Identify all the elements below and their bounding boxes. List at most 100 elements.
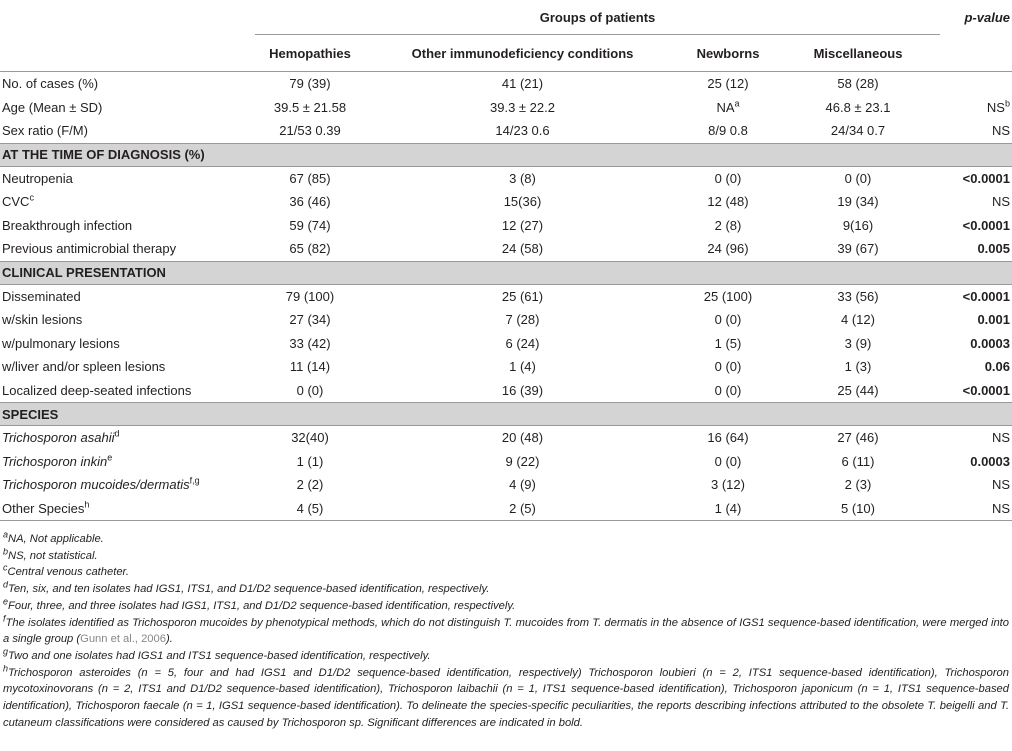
cell-text: 20 (48) — [501, 430, 544, 446]
cell-text: 16 (64) — [707, 430, 749, 446]
cell: 8/9 0.8 — [680, 119, 776, 143]
label-text: Age (Mean ± SD) — [2, 99, 103, 115]
cell: 24/34 0.7 — [776, 119, 940, 143]
cell-text: 0.0003 — [970, 335, 1010, 351]
cell-text: 0.06 — [984, 359, 1010, 375]
row-label: Trichosporon asahiid — [0, 426, 255, 450]
data-row: Trichosporon inkine 1 (1) 9 (22) 0 (0) 6 (11… — [0, 450, 1012, 474]
column-header: Other immunodeficiency conditions — [365, 34, 680, 72]
cell: 3 (9) — [776, 332, 940, 356]
label-text: w/skin lesions — [2, 312, 83, 328]
footnote: hTrichosporon asteroides (n = 5, four an… — [3, 662, 1009, 732]
label-text: Neutropenia — [2, 170, 73, 186]
label-text: Sex ratio (F/M) — [2, 123, 88, 139]
cell: 39.5 ± 21.58 — [255, 96, 365, 120]
column-header: Newborns — [680, 34, 776, 72]
cell-text: 25 (100) — [703, 288, 753, 304]
cell: 46.8 ± 23.1 — [776, 96, 940, 120]
section-row: AT THE TIME OF DIAGNOSIS (%) — [0, 142, 1012, 167]
pvalue-header: p-value — [964, 9, 1010, 25]
cell: 0 (0) — [255, 379, 365, 403]
cell: 1 (3) — [776, 355, 940, 379]
cell: 59 (74) — [255, 214, 365, 238]
row-label: No. of cases (%) — [0, 72, 255, 96]
cell: 25 (12) — [680, 72, 776, 96]
cell: NAa — [680, 96, 776, 120]
label-text: Trichosporon asahii — [2, 430, 115, 446]
cell-text: 7 (28) — [505, 312, 540, 328]
cell: 16 (64) — [680, 426, 776, 450]
label-text: Trichosporon inkin — [2, 453, 108, 469]
cell: 25 (100) — [680, 284, 776, 308]
p-value: NS — [940, 119, 1012, 143]
cell-text: 2 (3) — [844, 477, 872, 493]
cell-text: 39.3 ± 22.2 — [490, 99, 555, 115]
footnote-text: NS, not statistical. — [8, 549, 98, 562]
cell-text: 1 (5) — [714, 335, 742, 351]
footnote-text: Trichosporon asteroides (n = 5, four and… — [3, 666, 1009, 729]
row-label: Trichosporon inkine — [0, 450, 255, 474]
footnote-mark: h — [3, 662, 9, 673]
data-row: CVCc 36 (46) 15(36) 12 (48) 19 (34) NS — [0, 190, 1012, 214]
p-value — [940, 72, 1012, 96]
cell-text: <0.0001 — [962, 288, 1010, 304]
cell: 25 (44) — [776, 379, 940, 403]
cell: 27 (46) — [776, 426, 940, 450]
blank — [0, 34, 255, 72]
footnote: fThe isolates identified as Trichosporon… — [3, 612, 1009, 648]
cell: 9 (22) — [365, 450, 680, 474]
label-text: CVC — [2, 194, 30, 210]
cell-text: NS — [991, 477, 1010, 493]
p-value: 0.0003 — [940, 332, 1012, 356]
cell-text: 0 (0) — [714, 382, 742, 398]
data-row: w/skin lesions 27 (34) 7 (28) 0 (0) 4 (12) 0.… — [0, 308, 1012, 332]
cell: 4 (5) — [255, 496, 365, 521]
p-value: NS — [940, 426, 1012, 450]
cell-text: 8/9 0.8 — [708, 123, 748, 139]
cell: 24 (58) — [365, 237, 680, 261]
footnote-text: NA, Not applicable. — [8, 533, 104, 545]
cell: 4 (12) — [776, 308, 940, 332]
cell-text: 4 (5) — [296, 500, 324, 516]
superscript: h — [84, 499, 90, 510]
superscript: a — [734, 98, 740, 109]
cell-text: 1 (3) — [844, 359, 872, 375]
cell-text: 9(16) — [842, 217, 874, 233]
footnote-text: Two and one isolates had IGS1 and ITS1 s… — [8, 649, 431, 662]
cell: 36 (46) — [255, 190, 365, 214]
data-row: No. of cases (%) 79 (39) 41 (21) 25 (12) 58 … — [0, 72, 1012, 96]
row-label: Sex ratio (F/M) — [0, 119, 255, 143]
cell-text: 0 (0) — [714, 312, 742, 328]
footnote-mark: f — [3, 612, 6, 623]
cell-text: 1 (4) — [714, 500, 742, 516]
superscript: f,g — [189, 475, 200, 486]
cell-text: NA — [716, 99, 735, 115]
cell: 0 (0) — [776, 166, 940, 190]
section-title: SPECIES — [0, 402, 1012, 426]
cell-text: 0.001 — [977, 312, 1010, 328]
cell: 14/23 0.6 — [365, 119, 680, 143]
cell: 25 (61) — [365, 284, 680, 308]
cell: 16 (39) — [365, 379, 680, 403]
footnote-mark: c — [3, 562, 8, 573]
p-value: NS — [940, 190, 1012, 214]
cell-text: 2 (8) — [714, 217, 742, 233]
cell: 1 (4) — [365, 355, 680, 379]
cell: 12 (27) — [365, 214, 680, 238]
cell: 79 (39) — [255, 72, 365, 96]
cell: 33 (42) — [255, 332, 365, 356]
cell: 0 (0) — [680, 308, 776, 332]
section-title: AT THE TIME OF DIAGNOSIS (%) — [0, 142, 1012, 167]
cell-text: <0.0001 — [962, 170, 1010, 186]
cell-text: 59 (74) — [289, 217, 331, 233]
cell: 0 (0) — [680, 355, 776, 379]
data-row: w/liver and/or spleen lesions 11 (14) 1 (4… — [0, 355, 1012, 379]
column-header: Miscellaneous — [776, 34, 940, 72]
cell-text: 4 (12) — [841, 312, 875, 328]
p-value: 0.001 — [940, 308, 1012, 332]
cell-text: NS — [991, 430, 1010, 446]
data-row: w/pulmonary lesions 33 (42) 6 (24) 1 (5) 3 (… — [0, 332, 1012, 356]
cell-text: 67 (85) — [289, 170, 331, 186]
cell: 19 (34) — [776, 190, 940, 214]
